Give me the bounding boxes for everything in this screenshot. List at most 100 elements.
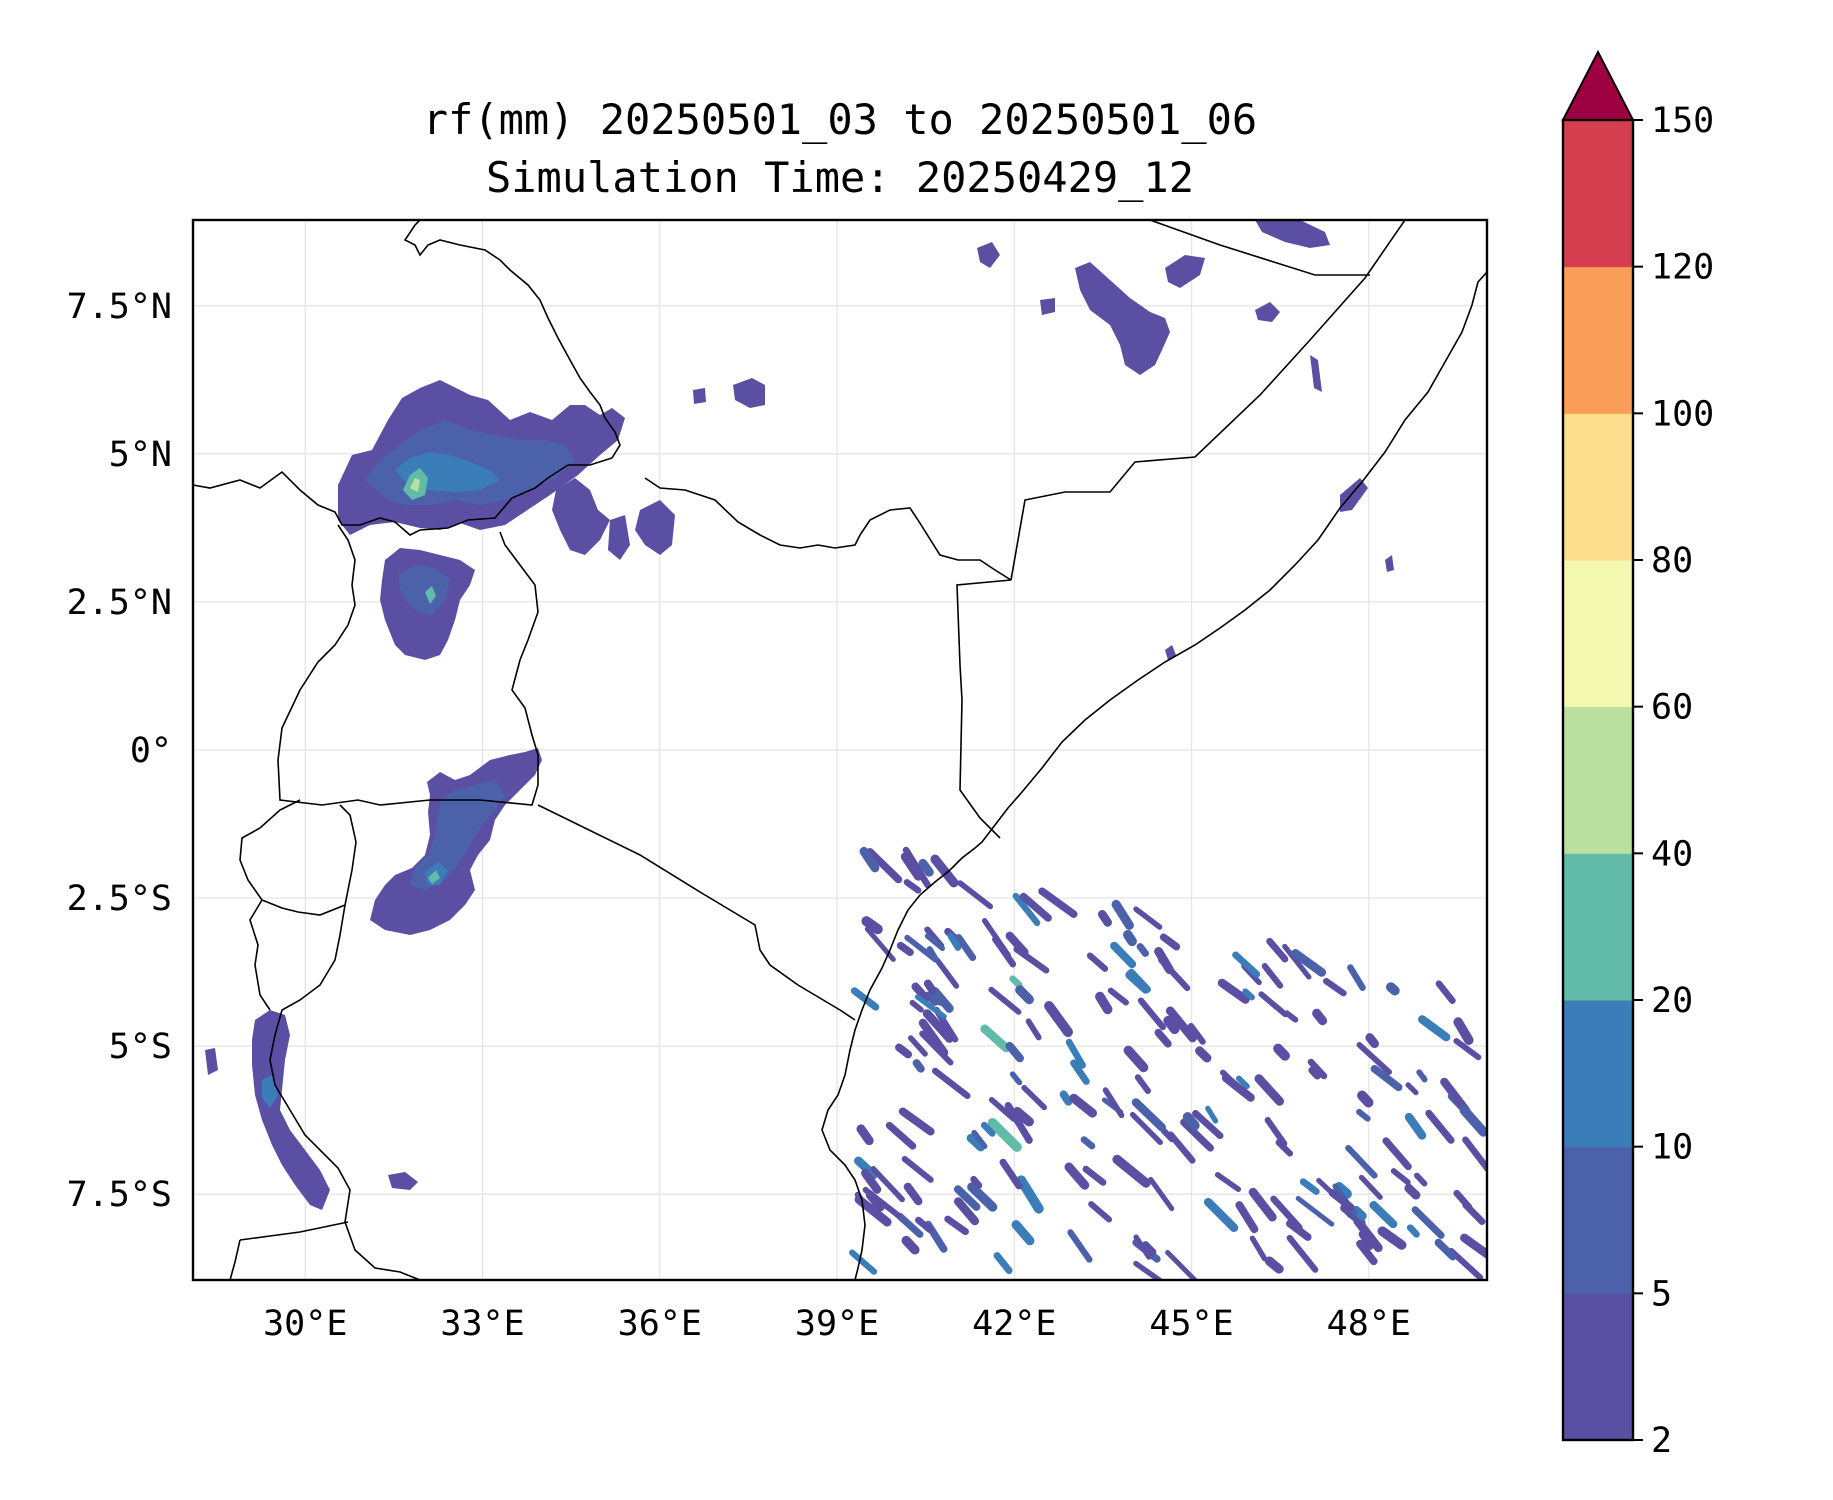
rain-lake-victoria-peak — [428, 870, 440, 884]
ocean-rain-streak — [1358, 1230, 1374, 1251]
ocean-rain-streak — [1165, 1006, 1197, 1043]
y-tick-label: 2.5°S — [67, 879, 172, 919]
ocean-rain-streak — [1307, 1058, 1328, 1080]
colorbar-tick-label: 40 — [1651, 834, 1693, 874]
ocean-rain-streak — [1357, 1090, 1374, 1108]
rain-ne-uganda-3 — [608, 515, 630, 560]
ocean-rain-streak — [1453, 1038, 1482, 1061]
ocean-rain-streak — [1009, 975, 1023, 989]
ocean-rain-streak — [903, 879, 922, 894]
ocean-rain-streak — [970, 1175, 983, 1189]
ocean-rain-streak — [953, 1185, 981, 1211]
ocean-rain-streak — [944, 1215, 969, 1236]
x-tick-label: 42°E — [972, 1304, 1056, 1344]
ocean-rain-streaks — [849, 846, 1487, 1280]
ocean-rain-streak — [1312, 1008, 1328, 1026]
ocean-rain-streak — [861, 916, 883, 935]
ocean-rain-streak — [898, 1107, 935, 1136]
ocean-rain-streak — [922, 1009, 954, 1043]
ocean-rain-streak — [1369, 1201, 1398, 1229]
ocean-rain-streak — [912, 1059, 925, 1073]
x-tick-label: 30°E — [263, 1304, 347, 1344]
ocean-rain-streak — [1308, 1066, 1322, 1080]
map-frame — [191, 218, 1489, 1282]
ocean-rain-streak — [1405, 1082, 1419, 1096]
ocean-rain-streak — [934, 957, 960, 989]
rain-ethiopia-3 — [977, 242, 1000, 268]
ocean-rain-streak — [931, 1067, 971, 1100]
colorbar-tick-label: 2 — [1651, 1421, 1672, 1461]
ocean-rain-streak — [1377, 1226, 1407, 1250]
ocean-rain-streak — [1242, 988, 1255, 1001]
rain-ethiopia-1 — [1075, 262, 1170, 375]
ocean-rain-streak — [1235, 1201, 1259, 1234]
ocean-rain-streak — [1285, 1219, 1312, 1241]
rain-somalia-3 — [1165, 645, 1176, 660]
ocean-rain-streak — [1009, 1071, 1023, 1086]
ocean-rain-streak — [1111, 899, 1134, 930]
ocean-rain-streak — [901, 1155, 934, 1183]
ocean-rain-streak — [1351, 1205, 1367, 1221]
ocean-rain-streak — [1167, 1131, 1196, 1164]
ocean-rain-streak — [866, 847, 903, 884]
ocean-rain-streak — [1462, 1136, 1487, 1175]
ocean-rain-streak — [1459, 1105, 1487, 1137]
ocean-rain-streak — [1065, 1038, 1086, 1069]
rain-ethiopia-2 — [1165, 255, 1205, 288]
rain-somalia-2 — [1385, 555, 1394, 572]
ocean-rain-streak — [1187, 1022, 1206, 1045]
x-tick-label: 45°E — [1149, 1304, 1233, 1344]
ocean-rain-streak — [1435, 980, 1456, 1004]
ocean-rain-streak — [1270, 1195, 1303, 1231]
ocean-rain-streak — [957, 880, 994, 910]
ocean-rain-streak — [1416, 1069, 1428, 1083]
ocean-rain-streak — [1097, 910, 1112, 927]
ocean-rain-streak — [1080, 1136, 1096, 1150]
ocean-rain-streak — [1448, 1247, 1484, 1280]
ocean-rain-streak — [909, 999, 924, 1013]
y-tick-label: 0° — [130, 731, 172, 771]
ocean-rain-streak — [947, 932, 962, 951]
ocean-rain-streak — [1217, 978, 1250, 1004]
ocean-rain-streak — [1141, 1241, 1157, 1256]
colorbar-bin — [1563, 1293, 1633, 1441]
ocean-rain-streak — [955, 934, 977, 962]
rain-lake-victoria-mid — [410, 780, 505, 890]
ocean-rain-streak — [850, 987, 880, 1011]
ocean-rain-streak — [885, 1121, 917, 1150]
ocean-rain-streak — [1328, 1189, 1355, 1212]
ocean-rain-streak — [1365, 1033, 1379, 1049]
border-rwanda-burundi — [239, 799, 357, 916]
ocean-rain-streak — [1182, 1112, 1200, 1131]
x-tick-label: 33°E — [440, 1304, 524, 1344]
border-tanganyika — [269, 904, 421, 1280]
ocean-rain-streak — [1016, 1175, 1044, 1214]
ocean-rain-streak — [923, 979, 937, 995]
ocean-rain-streak — [953, 1197, 980, 1226]
ocean-rain-streak — [1248, 1187, 1277, 1222]
ocean-rain-streak — [1165, 1249, 1200, 1280]
x-axis-ticks: 30°E 33°E 36°E 39°E 42°E 45°E 48°E — [263, 1304, 1411, 1344]
ocean-rain-streak — [1258, 991, 1289, 1018]
ocean-rain-streak — [1159, 933, 1181, 951]
border-congo — [249, 899, 271, 1011]
colorbar-bin — [1563, 120, 1633, 268]
ocean-rain-streak — [1192, 1110, 1224, 1140]
rain-ethiopia-7 — [693, 388, 706, 404]
ocean-rain-streak — [1012, 892, 1041, 927]
ocean-rain-streak — [1102, 1087, 1125, 1119]
ocean-rain-streak — [980, 1121, 996, 1137]
ocean-rain-streak — [1460, 1233, 1487, 1264]
border-tanzania-kenya — [537, 804, 856, 1021]
ocean-rain-streak — [1180, 1118, 1214, 1152]
ocean-rain-streak — [1112, 1154, 1151, 1188]
colorbar-tick-label: 150 — [1651, 101, 1714, 141]
rain-somalia-1 — [1340, 478, 1368, 512]
ocean-rain-streak — [981, 918, 1011, 958]
ocean-rain-streak — [1440, 1077, 1471, 1115]
ocean-rain-streak — [861, 1168, 882, 1194]
border-sw — [229, 1239, 241, 1280]
ocean-rain-streak — [924, 933, 946, 952]
colorbar: 2 5 10 20 40 60 80 100 120 150 — [1561, 49, 1714, 1461]
